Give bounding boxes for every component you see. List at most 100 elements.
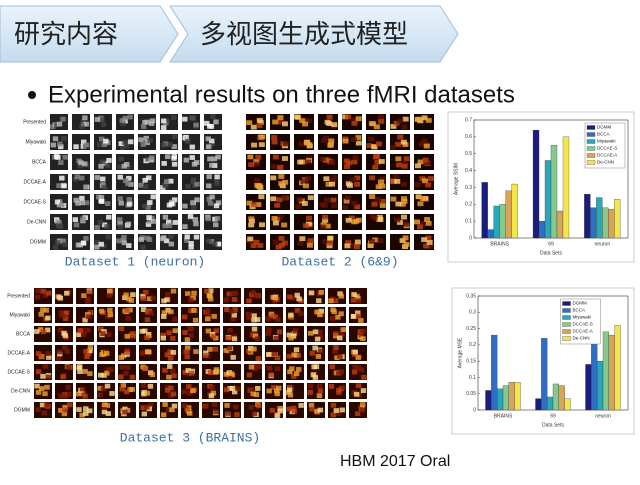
image-pixel — [336, 387, 342, 393]
image-pixel — [312, 375, 319, 380]
image-pixel — [293, 371, 300, 377]
image-pixel — [45, 351, 51, 357]
image-pixel — [54, 199, 61, 205]
bar — [614, 325, 621, 411]
image-pixel — [150, 219, 156, 224]
image-pixel — [170, 335, 176, 341]
image-pixel — [145, 222, 152, 227]
image-pixel — [101, 409, 108, 415]
image-pixel — [193, 221, 199, 227]
header-left — [0, 5, 179, 63]
image-pixel — [140, 307, 147, 313]
image-pixel — [87, 289, 93, 295]
image-pixel — [144, 404, 150, 410]
image-pixel — [331, 203, 338, 209]
image-pixel — [323, 197, 330, 203]
image-pixel — [307, 389, 313, 395]
image-pixel — [186, 384, 192, 390]
image-pixel — [325, 181, 332, 187]
image-pixel — [331, 122, 338, 128]
topic-title: 多视图生成式模型 — [200, 20, 408, 50]
image-pixel — [44, 402, 50, 407]
image-pixel — [78, 160, 84, 166]
image-pixel — [166, 330, 172, 336]
image-pixel — [356, 392, 363, 398]
image-pixel — [117, 164, 123, 170]
image-pixel — [213, 203, 220, 209]
image-pixel — [330, 178, 337, 184]
image-pixel — [188, 241, 194, 246]
image-pixel — [172, 316, 178, 322]
image-pixel — [310, 372, 317, 378]
image-pixel — [233, 404, 239, 410]
image-pixel — [189, 115, 195, 121]
image-pixel — [374, 159, 381, 165]
image-pixel — [278, 174, 285, 179]
image-pixel — [322, 239, 329, 245]
image-pixel — [188, 244, 194, 250]
image-pixel — [124, 349, 130, 355]
image-pixel — [229, 291, 236, 296]
image-pixel — [286, 384, 293, 390]
image-pixel — [80, 332, 87, 337]
image-pixel — [125, 316, 132, 321]
image-pixel — [61, 183, 67, 189]
image-pixel — [316, 383, 323, 389]
bar — [493, 205, 500, 239]
image-pixel — [425, 160, 432, 166]
image-pixel — [288, 312, 294, 318]
image-pixel — [170, 349, 177, 355]
image-pixel — [168, 234, 174, 240]
image-pixel — [164, 292, 171, 298]
image-pixel — [354, 175, 361, 181]
bar — [562, 136, 570, 239]
image-pixel — [372, 164, 379, 170]
image-pixel — [401, 163, 408, 169]
image-pixel — [99, 159, 105, 165]
image-pixel — [289, 295, 296, 301]
image-pixel — [55, 223, 62, 229]
image-pixel — [160, 118, 167, 124]
image-pixel — [275, 317, 281, 322]
image-pixel — [208, 124, 215, 129]
image-pixel — [107, 312, 114, 318]
bar — [556, 210, 564, 239]
image-pixel — [98, 372, 104, 378]
image-pixel — [191, 290, 197, 296]
bar — [564, 398, 571, 411]
image-pixel — [56, 349, 63, 355]
image-pixel — [367, 243, 374, 248]
image-pixel — [190, 177, 197, 183]
image-pixel — [101, 142, 108, 148]
image-pixel — [247, 345, 254, 351]
image-pixel — [275, 244, 282, 250]
image-pixel — [418, 141, 425, 147]
image-pixel — [35, 407, 41, 413]
image-pixel — [100, 331, 106, 337]
image-pixel — [265, 316, 271, 322]
image-pixel — [62, 345, 68, 351]
legend-swatch — [586, 125, 596, 130]
image-pixel — [104, 224, 110, 230]
image-pixel — [379, 198, 386, 204]
image-pixel — [297, 240, 304, 246]
image-pixel — [206, 183, 212, 189]
image-pixel — [83, 121, 90, 127]
image-pixel — [396, 220, 403, 225]
image-pixel — [188, 308, 194, 314]
image-pixel — [414, 182, 421, 188]
image-pixel — [185, 139, 191, 144]
image-pixel — [209, 385, 215, 391]
image-pixel — [273, 388, 280, 394]
image-pixel — [375, 184, 382, 190]
image-pixel — [125, 221, 132, 227]
image-pixel — [401, 181, 408, 187]
image-pixel — [58, 144, 64, 150]
image-pixel — [251, 142, 258, 148]
y-tick-label: 0 — [473, 407, 476, 413]
image-pixel — [94, 117, 101, 122]
image-pixel — [297, 159, 304, 165]
legend-swatch — [586, 160, 596, 165]
image-pixel — [117, 220, 123, 226]
image-pixel — [290, 405, 297, 411]
